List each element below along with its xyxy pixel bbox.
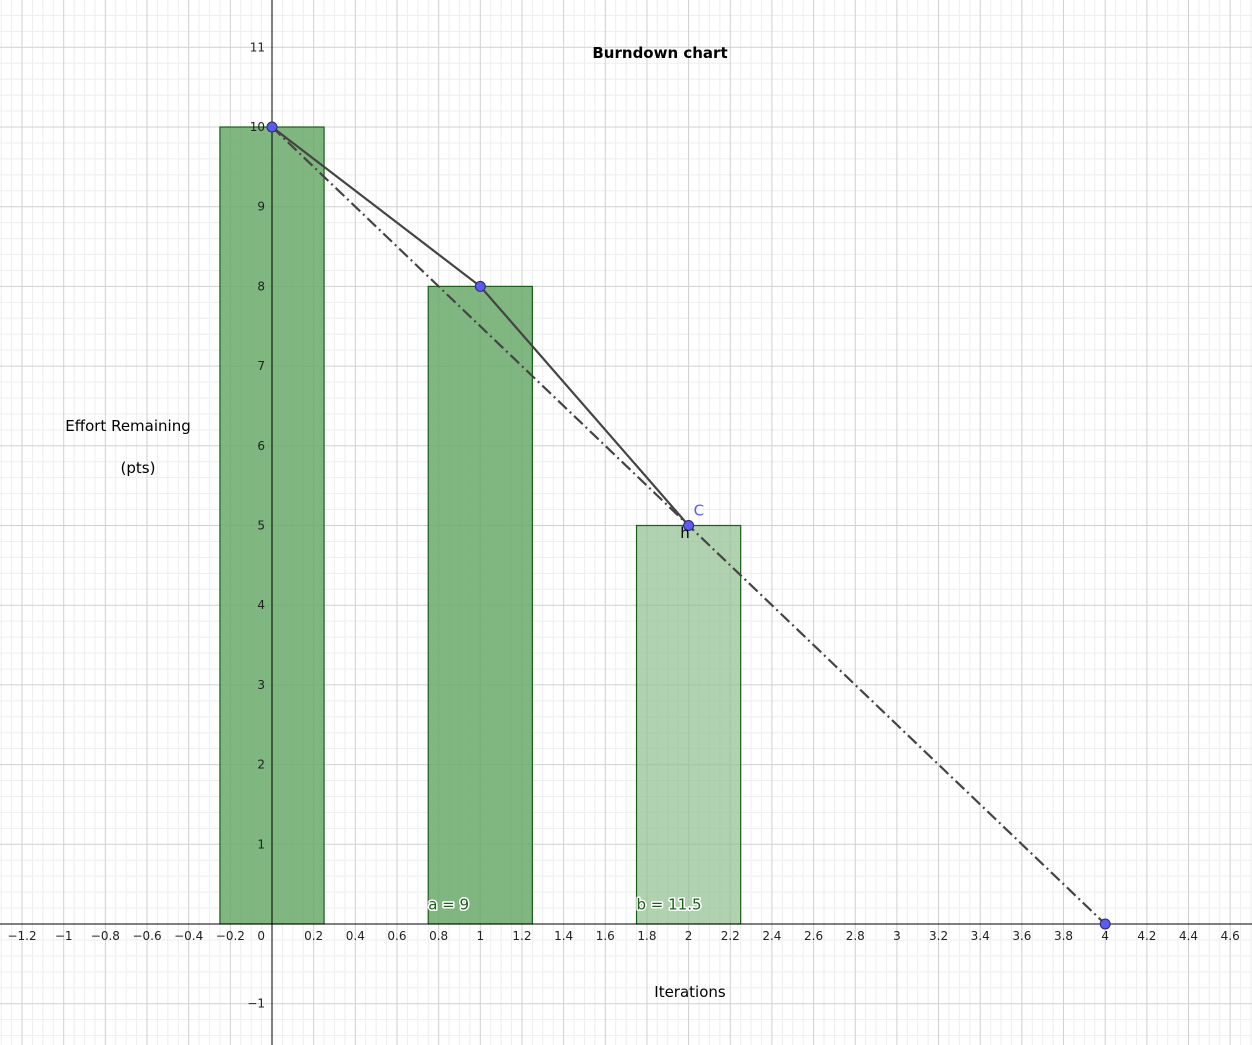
x-tick-label: 1.6 <box>596 929 615 943</box>
x-tick-label: −1 <box>55 929 73 943</box>
x-tick-label: 1.4 <box>554 929 573 943</box>
point-4 <box>1099 918 1111 930</box>
x-tick-label: 4 <box>1101 929 1109 943</box>
x-tick-label: −0.8 <box>91 929 120 943</box>
y-tick-label: 5 <box>257 519 265 533</box>
x-tick-label: 1.8 <box>637 929 656 943</box>
points <box>266 121 1111 930</box>
y-tick-label: 6 <box>257 439 265 453</box>
y-axis-label-line-1: Effort Remaining <box>65 417 190 435</box>
x-tick-label: 3.2 <box>929 929 948 943</box>
x-tick-label: −0.2 <box>216 929 245 943</box>
chart-title: Burndown chart <box>592 44 727 62</box>
x-tick-label: 2.4 <box>762 929 781 943</box>
x-tick-label: 0.2 <box>304 929 323 943</box>
annotations: Ch a = 9 b = 11.5 <box>427 502 704 916</box>
x-tick-label: 3 <box>893 929 901 943</box>
tick-labels: −1.2 −1 −0.8 −0.6 −0.4 −0.2 0.2 0.4 0.6 0.8 1 1.2 1.… <box>7 40 1239 1010</box>
x-axis-label: Iterations <box>654 983 726 1001</box>
x-tick-label: 2.8 <box>846 929 865 943</box>
x-tick-label: −1.2 <box>7 929 36 943</box>
x-tick-label: 4.6 <box>1221 929 1240 943</box>
label-h: h <box>680 524 690 542</box>
y-tick-label: 10 <box>250 120 265 134</box>
y-tick-label: 9 <box>257 200 265 214</box>
x-tick-label: 3.4 <box>971 929 990 943</box>
x-tick-label: −0.6 <box>132 929 161 943</box>
y-tick-label: −1 <box>247 997 265 1011</box>
point-2 <box>474 280 486 292</box>
y-tick-label: 8 <box>257 279 265 293</box>
y-axis-label-line-2: (pts) <box>121 459 156 477</box>
bar-value-label-1: a = 9 <box>428 896 469 914</box>
x-tick-label: 1 <box>476 929 484 943</box>
x-tick-label: 2.6 <box>804 929 823 943</box>
bar-3 <box>635 524 742 925</box>
x-tick-label: 0.6 <box>387 929 406 943</box>
bar-2 <box>427 285 533 925</box>
x-tick-label: 3.6 <box>1012 929 1031 943</box>
x-tick-label: 4.2 <box>1137 929 1156 943</box>
point-3 <box>683 520 695 531</box>
y-tick-label: 4 <box>257 598 265 612</box>
x-tick-label: 0.8 <box>429 929 448 943</box>
x-tick-label: 0.4 <box>346 929 365 943</box>
x-tick-label: 2.2 <box>721 929 740 943</box>
bar-value-label-2: b = 11.5 <box>637 896 702 914</box>
origin-label: 0 <box>257 929 265 943</box>
point-1 <box>266 121 278 133</box>
point-label-C: C <box>694 502 704 520</box>
y-tick-label: 1 <box>257 837 265 851</box>
x-tick-label: −0.4 <box>174 929 203 943</box>
x-tick-label: 4.4 <box>1179 929 1198 943</box>
x-tick-label: 2 <box>685 929 693 943</box>
x-tick-label: 1.2 <box>512 929 531 943</box>
y-tick-label: 11 <box>250 40 265 54</box>
x-tick-label: 3.8 <box>1054 929 1073 943</box>
y-tick-label: 3 <box>257 678 265 692</box>
y-tick-label: 2 <box>257 758 265 772</box>
y-tick-label: 7 <box>257 359 265 373</box>
